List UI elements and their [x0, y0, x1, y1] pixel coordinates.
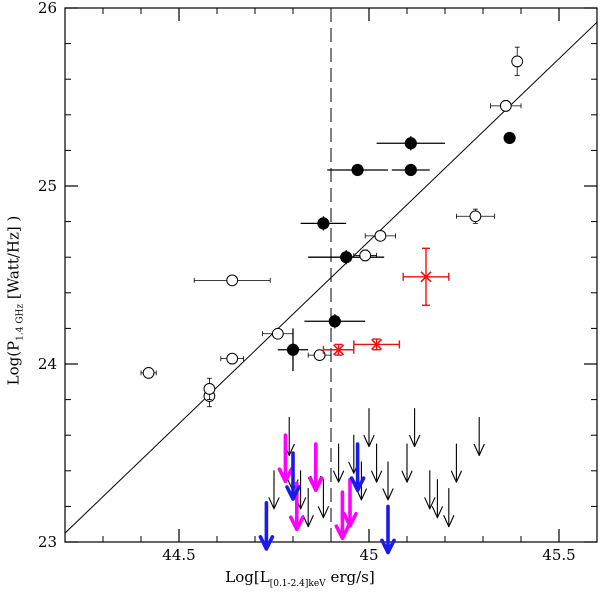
y-axis-label-sub: 1.4 GHz: [15, 303, 26, 341]
upper-limit-arrow-head: [382, 488, 394, 501]
y-tick-label: 24: [38, 355, 57, 373]
red-cross-point: [420, 271, 432, 283]
upper-limit-arrow-head: [349, 476, 366, 492]
upper-limit-arrow-head: [431, 506, 443, 519]
open-circle-point: [469, 210, 482, 223]
upper-limit-arrow-head: [380, 538, 396, 555]
upper-limit-arrow-head: [334, 524, 351, 540]
open-circle-point: [142, 367, 155, 379]
y-axis-label-prefix: Log(P: [4, 340, 23, 386]
upper-limit-arrow-head: [443, 515, 455, 528]
upper-limit-arrow-head: [307, 476, 324, 492]
open-circle-point: [313, 349, 326, 362]
x-axis-label-prefix: Log[L: [225, 568, 270, 586]
open-circle-point: [374, 229, 387, 242]
y-tick-label: 26: [38, 0, 57, 17]
upper-limit-arrow-head: [424, 497, 436, 510]
y-axis-label-wrap: Log(P1.4 GHz [Watt/Hz] ): [4, 150, 26, 450]
upper-limit-arrow-head: [342, 511, 358, 528]
x-tick-label: 45.5: [542, 546, 575, 564]
x-axis-label-suffix: erg/s]: [325, 568, 375, 586]
upper-limit-arrow-head: [450, 470, 462, 483]
filled-circle-point: [317, 217, 330, 230]
upper-limit-arrow-head: [473, 443, 485, 456]
y-axis-label: Log(P1.4 GHz [Watt/Hz] ): [5, 151, 26, 451]
upper-limit-arrow-head: [268, 497, 280, 510]
filled-circle-point: [404, 163, 417, 177]
filled-circle-point: [286, 343, 300, 356]
upper-limit-arrow-head: [371, 470, 383, 483]
open-circle-point: [226, 352, 239, 365]
open-circle-point: [499, 100, 512, 112]
filled-circle-point: [404, 137, 417, 150]
open-circle-point: [271, 327, 284, 340]
red-cross-point: [371, 338, 383, 350]
filled-circle-point: [351, 163, 364, 177]
x-axis-label-sub: [0.1-2.4]keV: [269, 579, 326, 589]
filled-circle-point: [503, 131, 516, 145]
y-axis-label-suffix: [Watt/Hz] ): [4, 215, 23, 304]
x-axis-label: Log[L[0.1-2.4]keV erg/s]: [150, 568, 450, 589]
upper-limit-arrow-head: [409, 434, 421, 448]
upper-limit-arrow-head: [302, 515, 314, 528]
upper-limit-arrow-head: [363, 434, 375, 448]
open-circle-point: [226, 274, 239, 287]
open-circle-point: [359, 249, 372, 262]
upper-limit-arrow-head: [258, 535, 275, 551]
red-cross-point: [333, 344, 345, 356]
y-tick-label: 23: [38, 533, 57, 551]
upper-limit-arrow-head: [401, 470, 413, 483]
upper-limit-arrow-head: [317, 506, 329, 519]
open-circle-point: [511, 55, 524, 68]
open-circle-point: [203, 383, 216, 395]
upper-limit-arrow-head: [355, 488, 367, 501]
upper-limit-arrow-head: [333, 470, 345, 483]
y-tick-label: 25: [38, 177, 57, 195]
filled-circle-point: [328, 315, 341, 328]
x-tick-label: 44.5: [162, 546, 195, 564]
upper-limit-arrow-head: [288, 515, 305, 532]
upper-limit-arrow-head: [277, 467, 294, 484]
upper-limit-arrow-head: [285, 485, 301, 501]
filled-circle-point: [340, 251, 353, 264]
x-tick-label: 45: [359, 546, 378, 564]
